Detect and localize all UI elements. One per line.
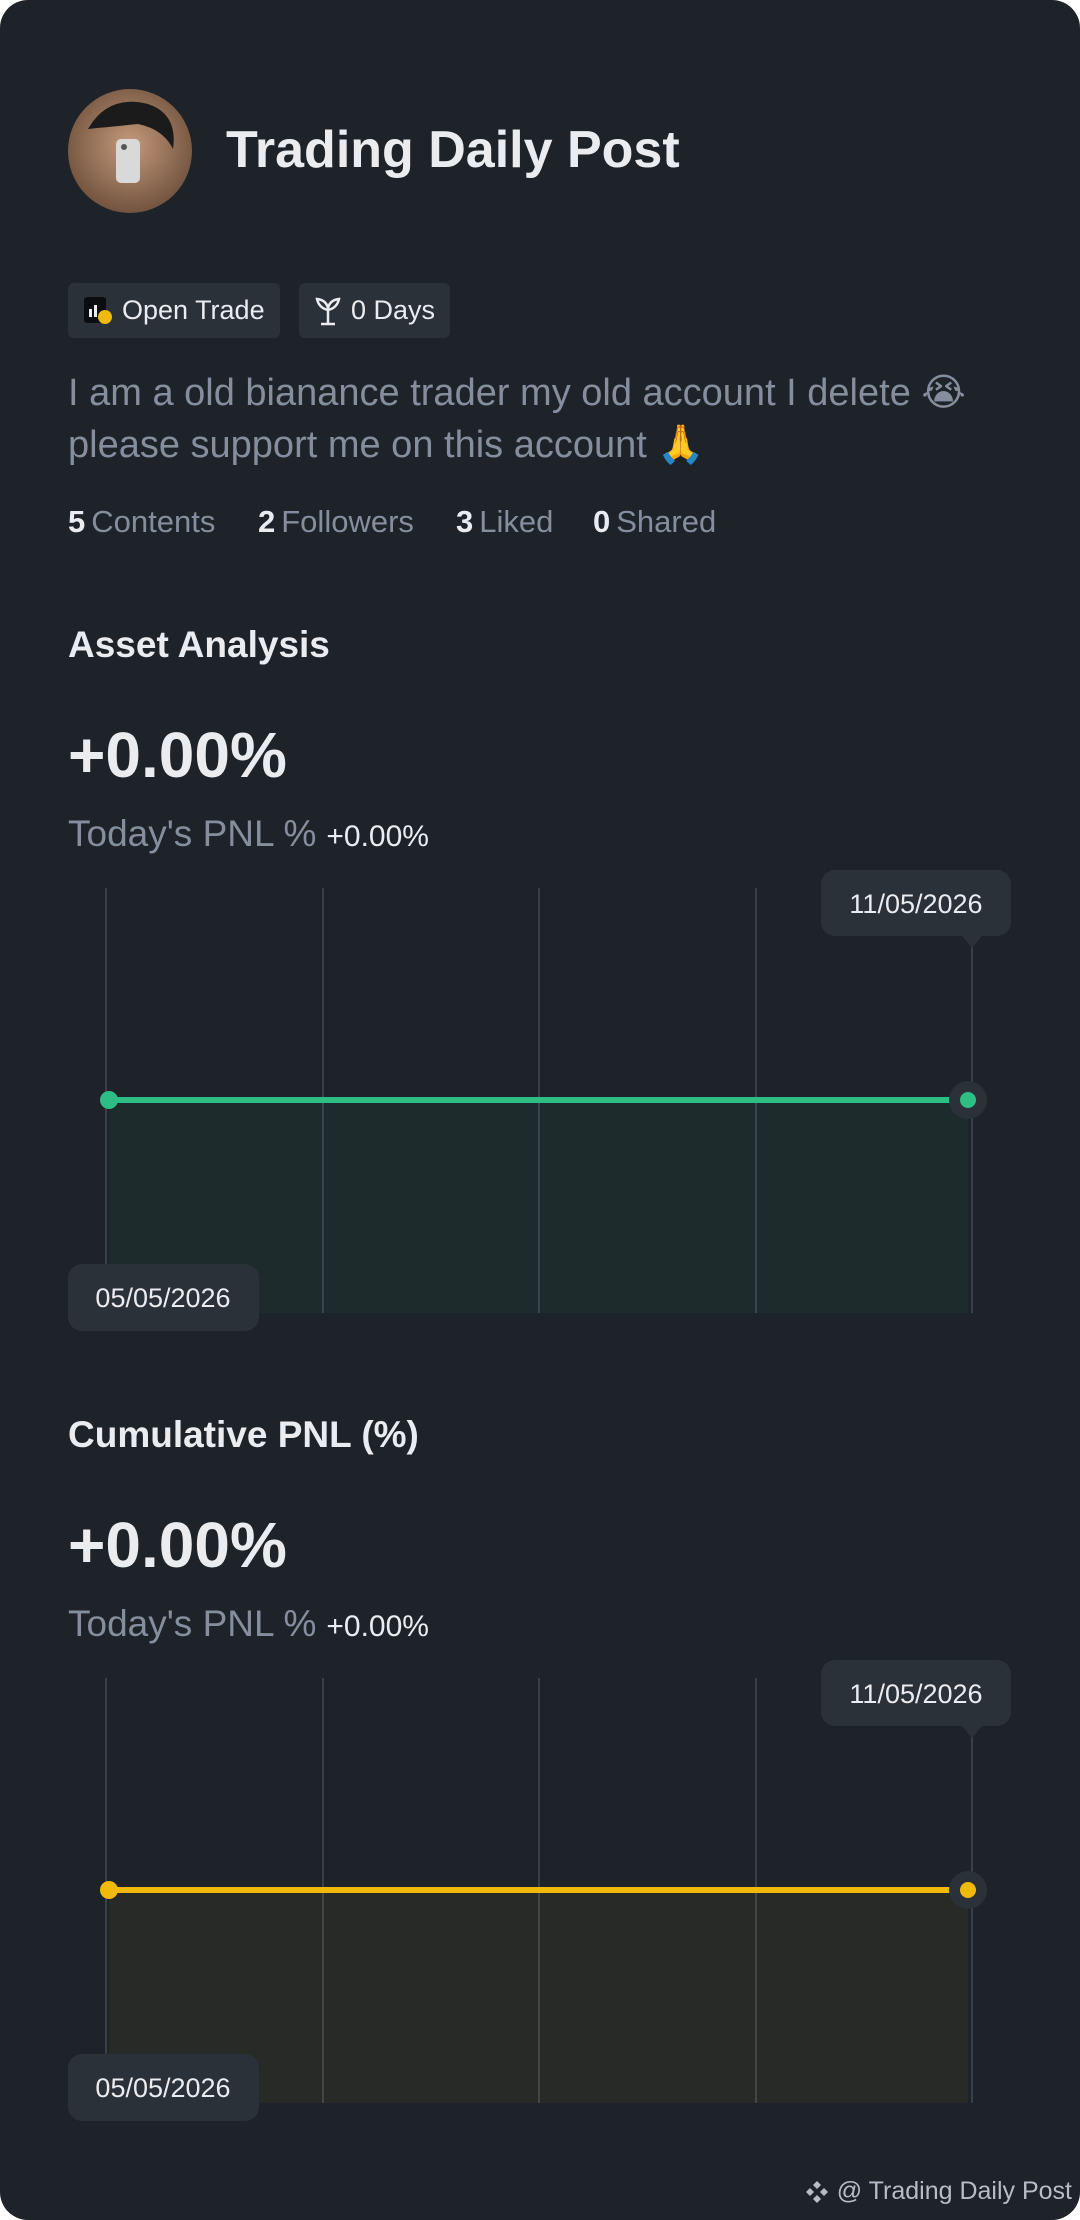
stat-value: 0 xyxy=(593,504,611,539)
section-title: Asset Analysis xyxy=(68,624,330,665)
badge-icon xyxy=(84,297,112,324)
footer-logo xyxy=(805,2181,828,2204)
stat: 2 Followers xyxy=(258,504,414,540)
section-title: Cumulative PNL (%) xyxy=(68,1414,419,1455)
badge-text: Open Trade xyxy=(122,295,265,325)
pnl-subtitle-label: Today's PNL % xyxy=(68,1603,317,1644)
stat-value: 2 xyxy=(258,504,276,539)
badge: Open Trade xyxy=(68,283,280,338)
stat: 3 Liked xyxy=(456,504,553,540)
area xyxy=(109,1100,968,1313)
point xyxy=(960,1092,976,1108)
bio-line: please support me on this account 🙏 xyxy=(68,424,705,466)
profile-name: Trading Daily Post xyxy=(226,121,680,179)
date-box xyxy=(821,870,1011,936)
pnl-value: +0.00% xyxy=(68,719,287,791)
point xyxy=(960,1882,976,1898)
pnl-subtitle: Today's PNL % +0.00% xyxy=(68,1603,429,1645)
date-box xyxy=(68,1264,259,1331)
stat-label: Shared xyxy=(616,504,717,539)
badge: 0 Days xyxy=(299,283,450,338)
chart: 11/05/2026 05/05/2026 xyxy=(68,1660,1011,2121)
date-label: 05/05/2026 xyxy=(95,1283,230,1313)
stat-label: Contents xyxy=(91,504,216,539)
stat: 5 Contents xyxy=(68,504,215,540)
area xyxy=(109,1890,968,2103)
point xyxy=(100,1091,118,1109)
date-label: 05/05/2026 xyxy=(95,2073,230,2103)
pnl-subtitle-label: Today's PNL % xyxy=(68,813,317,854)
avatar xyxy=(68,89,192,213)
stat-label: Followers xyxy=(281,504,414,539)
date-pointer xyxy=(962,936,982,948)
pnl-value: +0.00% xyxy=(68,1509,287,1581)
date-label: 11/05/2026 xyxy=(849,889,982,919)
stat-value: 5 xyxy=(68,504,86,539)
stat: 0 Shared xyxy=(593,504,716,540)
date-pointer xyxy=(962,1726,982,1738)
bio-line: I am a old bianance trader my old accoun… xyxy=(68,372,966,414)
date-box xyxy=(821,1660,1011,1726)
stat-value: 3 xyxy=(456,504,474,539)
date-box xyxy=(68,2054,259,2121)
badge-icon xyxy=(315,297,341,326)
date-label: 11/05/2026 xyxy=(849,1679,982,1709)
footer-text: @ Trading Daily Post xyxy=(836,2177,1072,2205)
chart: 11/05/2026 05/05/2026 xyxy=(68,870,1011,1331)
point xyxy=(100,1881,118,1899)
pnl-subtitle-value: +0.00% xyxy=(326,1610,429,1643)
stat-label: Liked xyxy=(479,504,554,539)
badge-text: 0 Days xyxy=(351,295,436,325)
pnl-subtitle: Today's PNL % +0.00% xyxy=(68,813,429,855)
footer: @ Trading Daily Post xyxy=(804,2177,1072,2206)
pnl-subtitle-value: +0.00% xyxy=(326,820,429,853)
